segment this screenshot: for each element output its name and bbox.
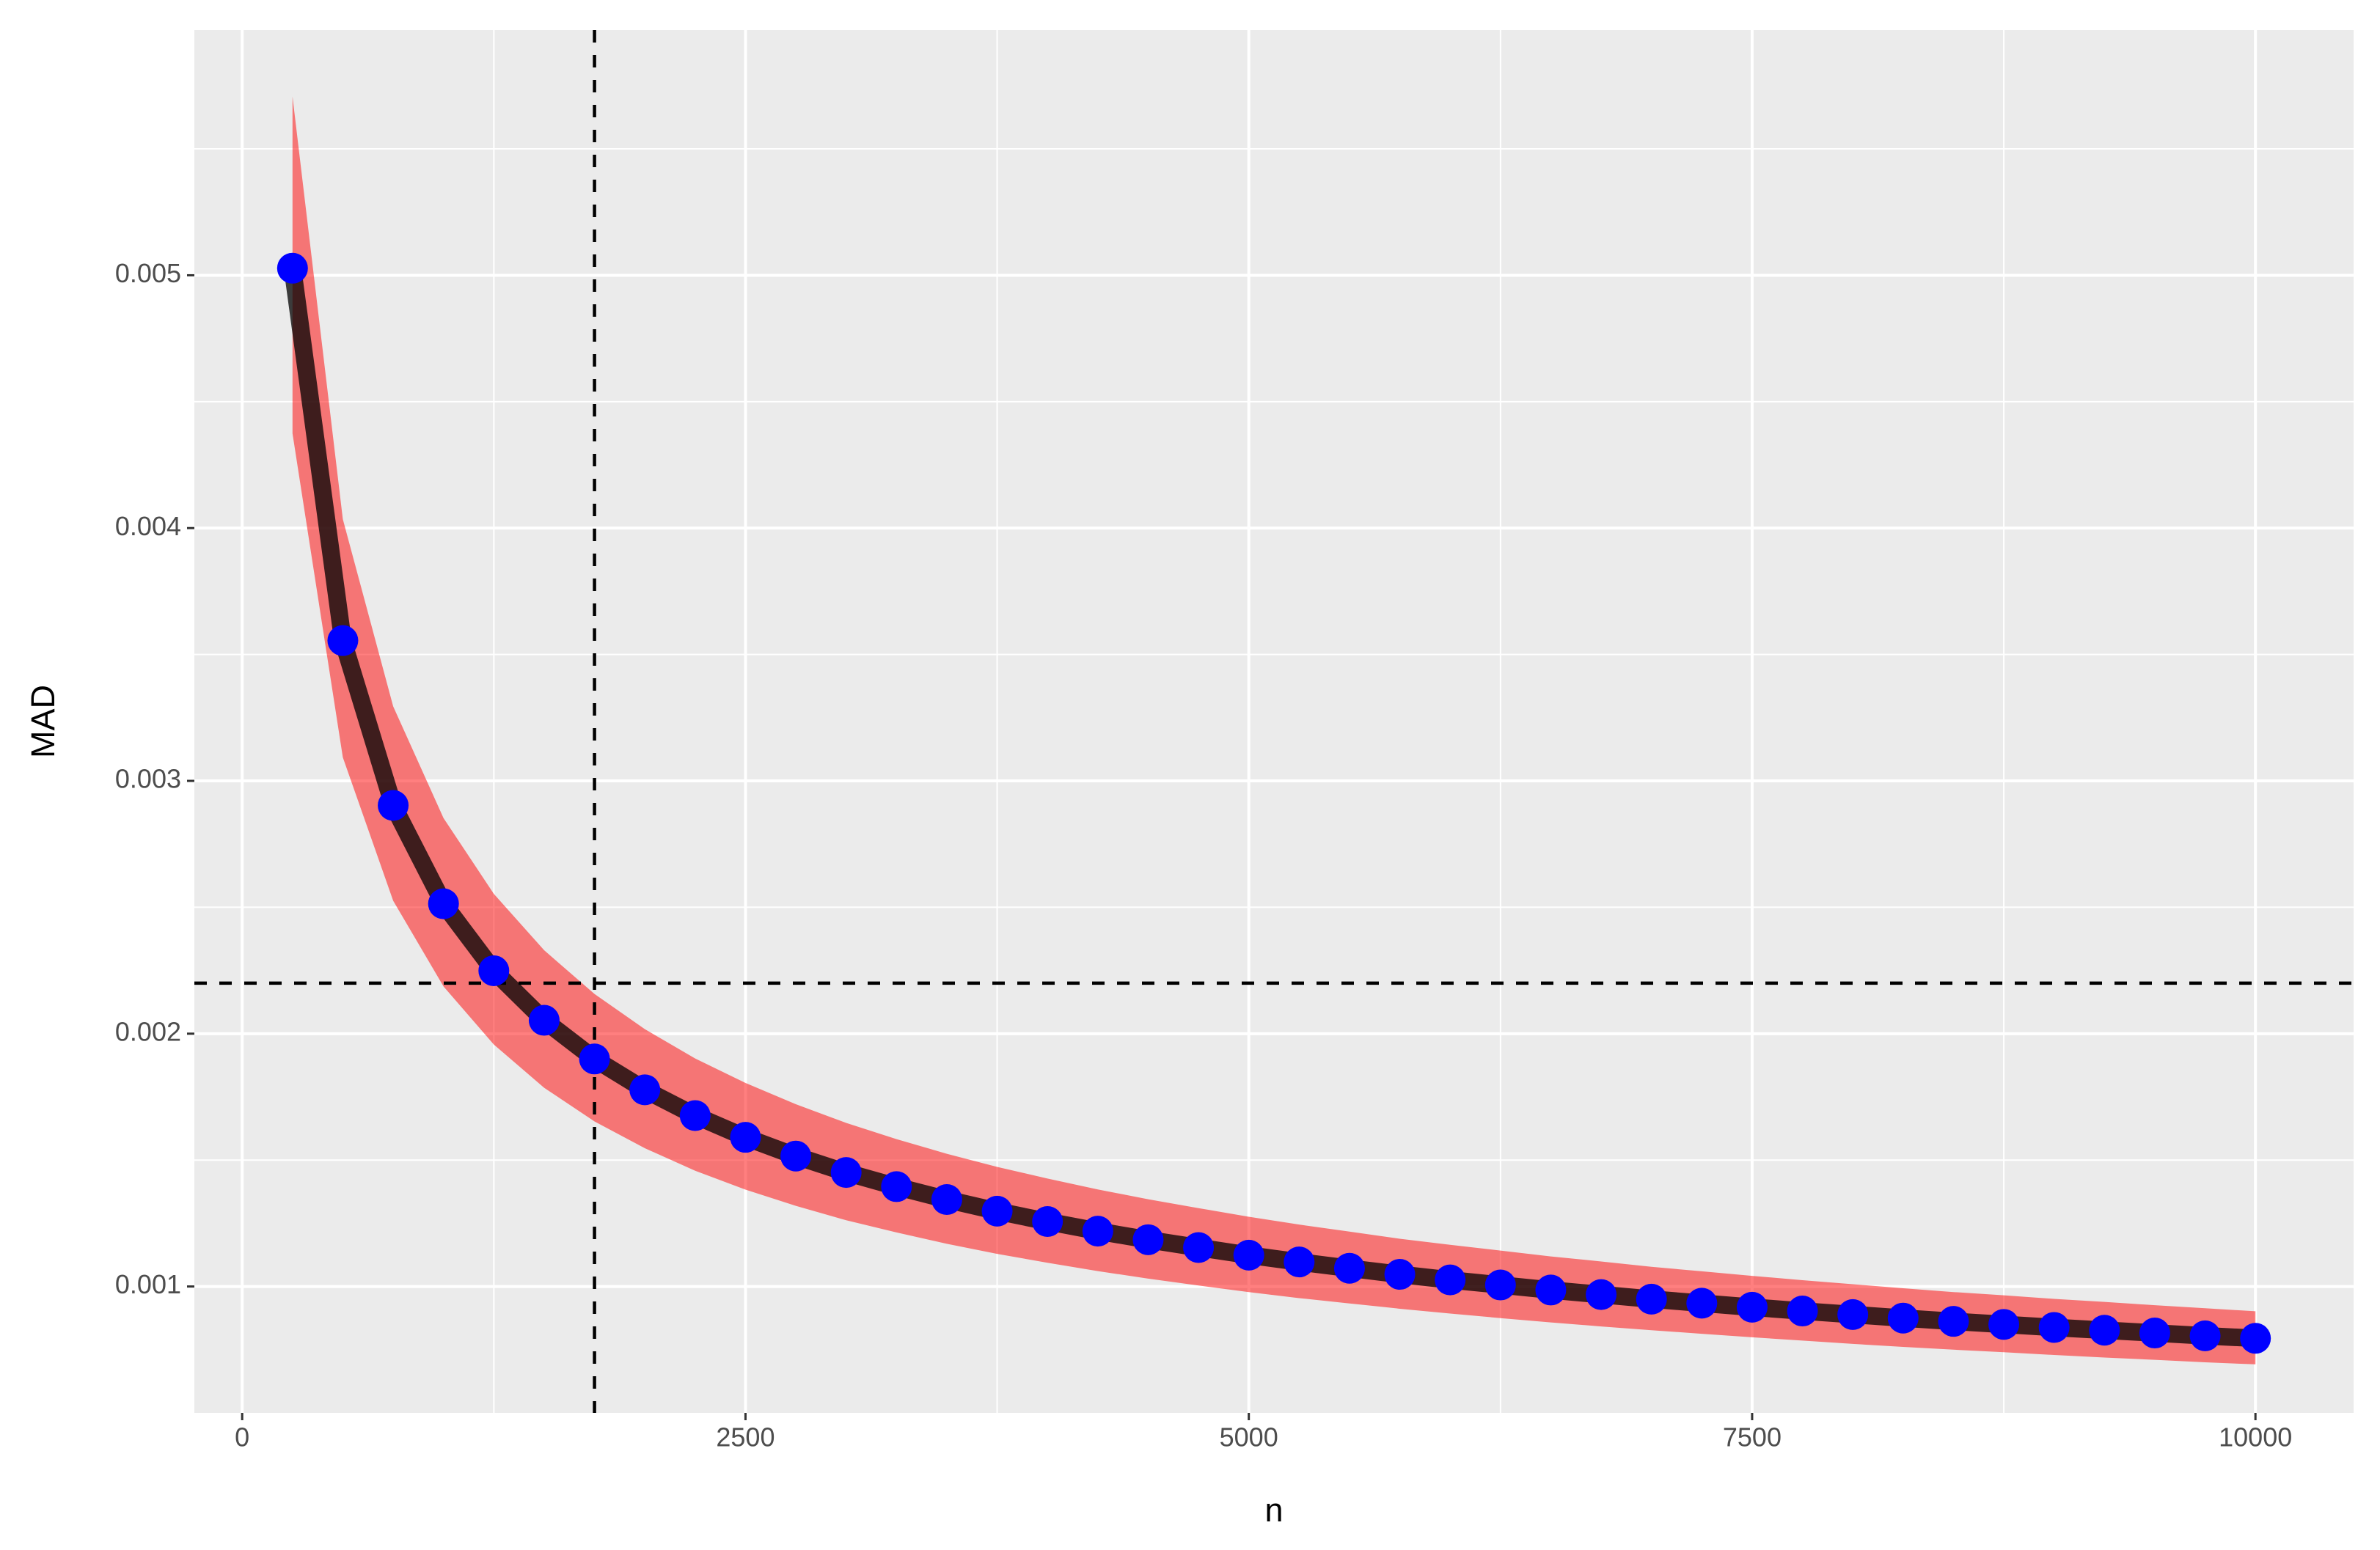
data-point [1988, 1309, 2020, 1340]
data-point [1284, 1246, 1315, 1278]
x-tick-label: 5000 [1220, 1422, 1278, 1452]
x-tick-label: 10000 [2219, 1422, 2292, 1452]
data-point [1233, 1239, 1264, 1271]
data-point [327, 625, 359, 656]
data-point [1787, 1296, 1818, 1327]
data-point [981, 1195, 1013, 1227]
data-point [2139, 1318, 2170, 1349]
x-tick-label: 2500 [716, 1422, 775, 1452]
data-point [1837, 1299, 1869, 1330]
data-point [528, 1004, 560, 1036]
y-tick-label: 0.003 [115, 764, 181, 794]
x-tick-label: 7500 [1723, 1422, 1782, 1452]
data-point [2089, 1315, 2120, 1346]
data-point [881, 1171, 912, 1202]
data-point [1887, 1302, 1919, 1334]
x-tick-label: 0 [235, 1422, 249, 1452]
data-point [931, 1183, 962, 1215]
data-point [378, 790, 409, 821]
data-point [1736, 1291, 1768, 1323]
data-point [1384, 1259, 1416, 1290]
data-point [780, 1140, 812, 1172]
data-point [1183, 1232, 1215, 1263]
data-point [1535, 1274, 1567, 1306]
data-point [830, 1157, 862, 1189]
data-point [277, 252, 308, 284]
data-point [478, 955, 510, 986]
data-point [629, 1074, 661, 1106]
data-point [579, 1043, 610, 1075]
data-point [1938, 1306, 1969, 1337]
data-point [1636, 1283, 1667, 1315]
data-point [1586, 1279, 1617, 1310]
panel-background [194, 30, 2354, 1413]
data-point [2038, 1312, 2070, 1343]
y-tick-label: 0.004 [115, 511, 181, 541]
y-axis-title: MAD [24, 685, 62, 758]
data-point [2189, 1320, 2221, 1351]
y-tick-label: 0.001 [115, 1269, 181, 1299]
data-point [1686, 1288, 1718, 1319]
mad-line [283, 267, 2256, 1348]
data-point [1032, 1205, 1063, 1237]
data-point [730, 1122, 761, 1153]
data-point [1484, 1269, 1516, 1301]
data-point [2240, 1323, 2271, 1354]
y-tick-label: 0.005 [115, 258, 181, 288]
data-point [679, 1100, 711, 1131]
data-point [1082, 1216, 1113, 1247]
data-point [428, 888, 459, 919]
y-tick-label: 0.002 [115, 1016, 181, 1046]
x-axis-title: n [1264, 1491, 1283, 1529]
data-point [1435, 1264, 1466, 1296]
data-point [1333, 1252, 1365, 1284]
data-point [1132, 1224, 1164, 1255]
